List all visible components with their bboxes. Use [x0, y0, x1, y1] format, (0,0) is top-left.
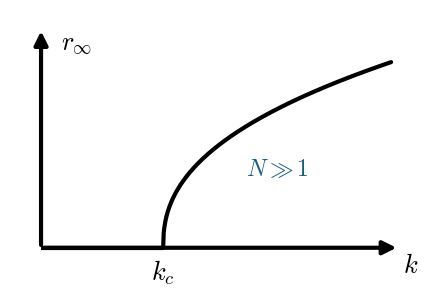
Text: $k$: $k$: [403, 253, 418, 278]
Text: $r_{\infty}$: $r_{\infty}$: [61, 31, 93, 56]
Text: $N \gg 1$: $N \gg 1$: [246, 158, 309, 180]
Text: $k_c$: $k_c$: [151, 259, 175, 287]
